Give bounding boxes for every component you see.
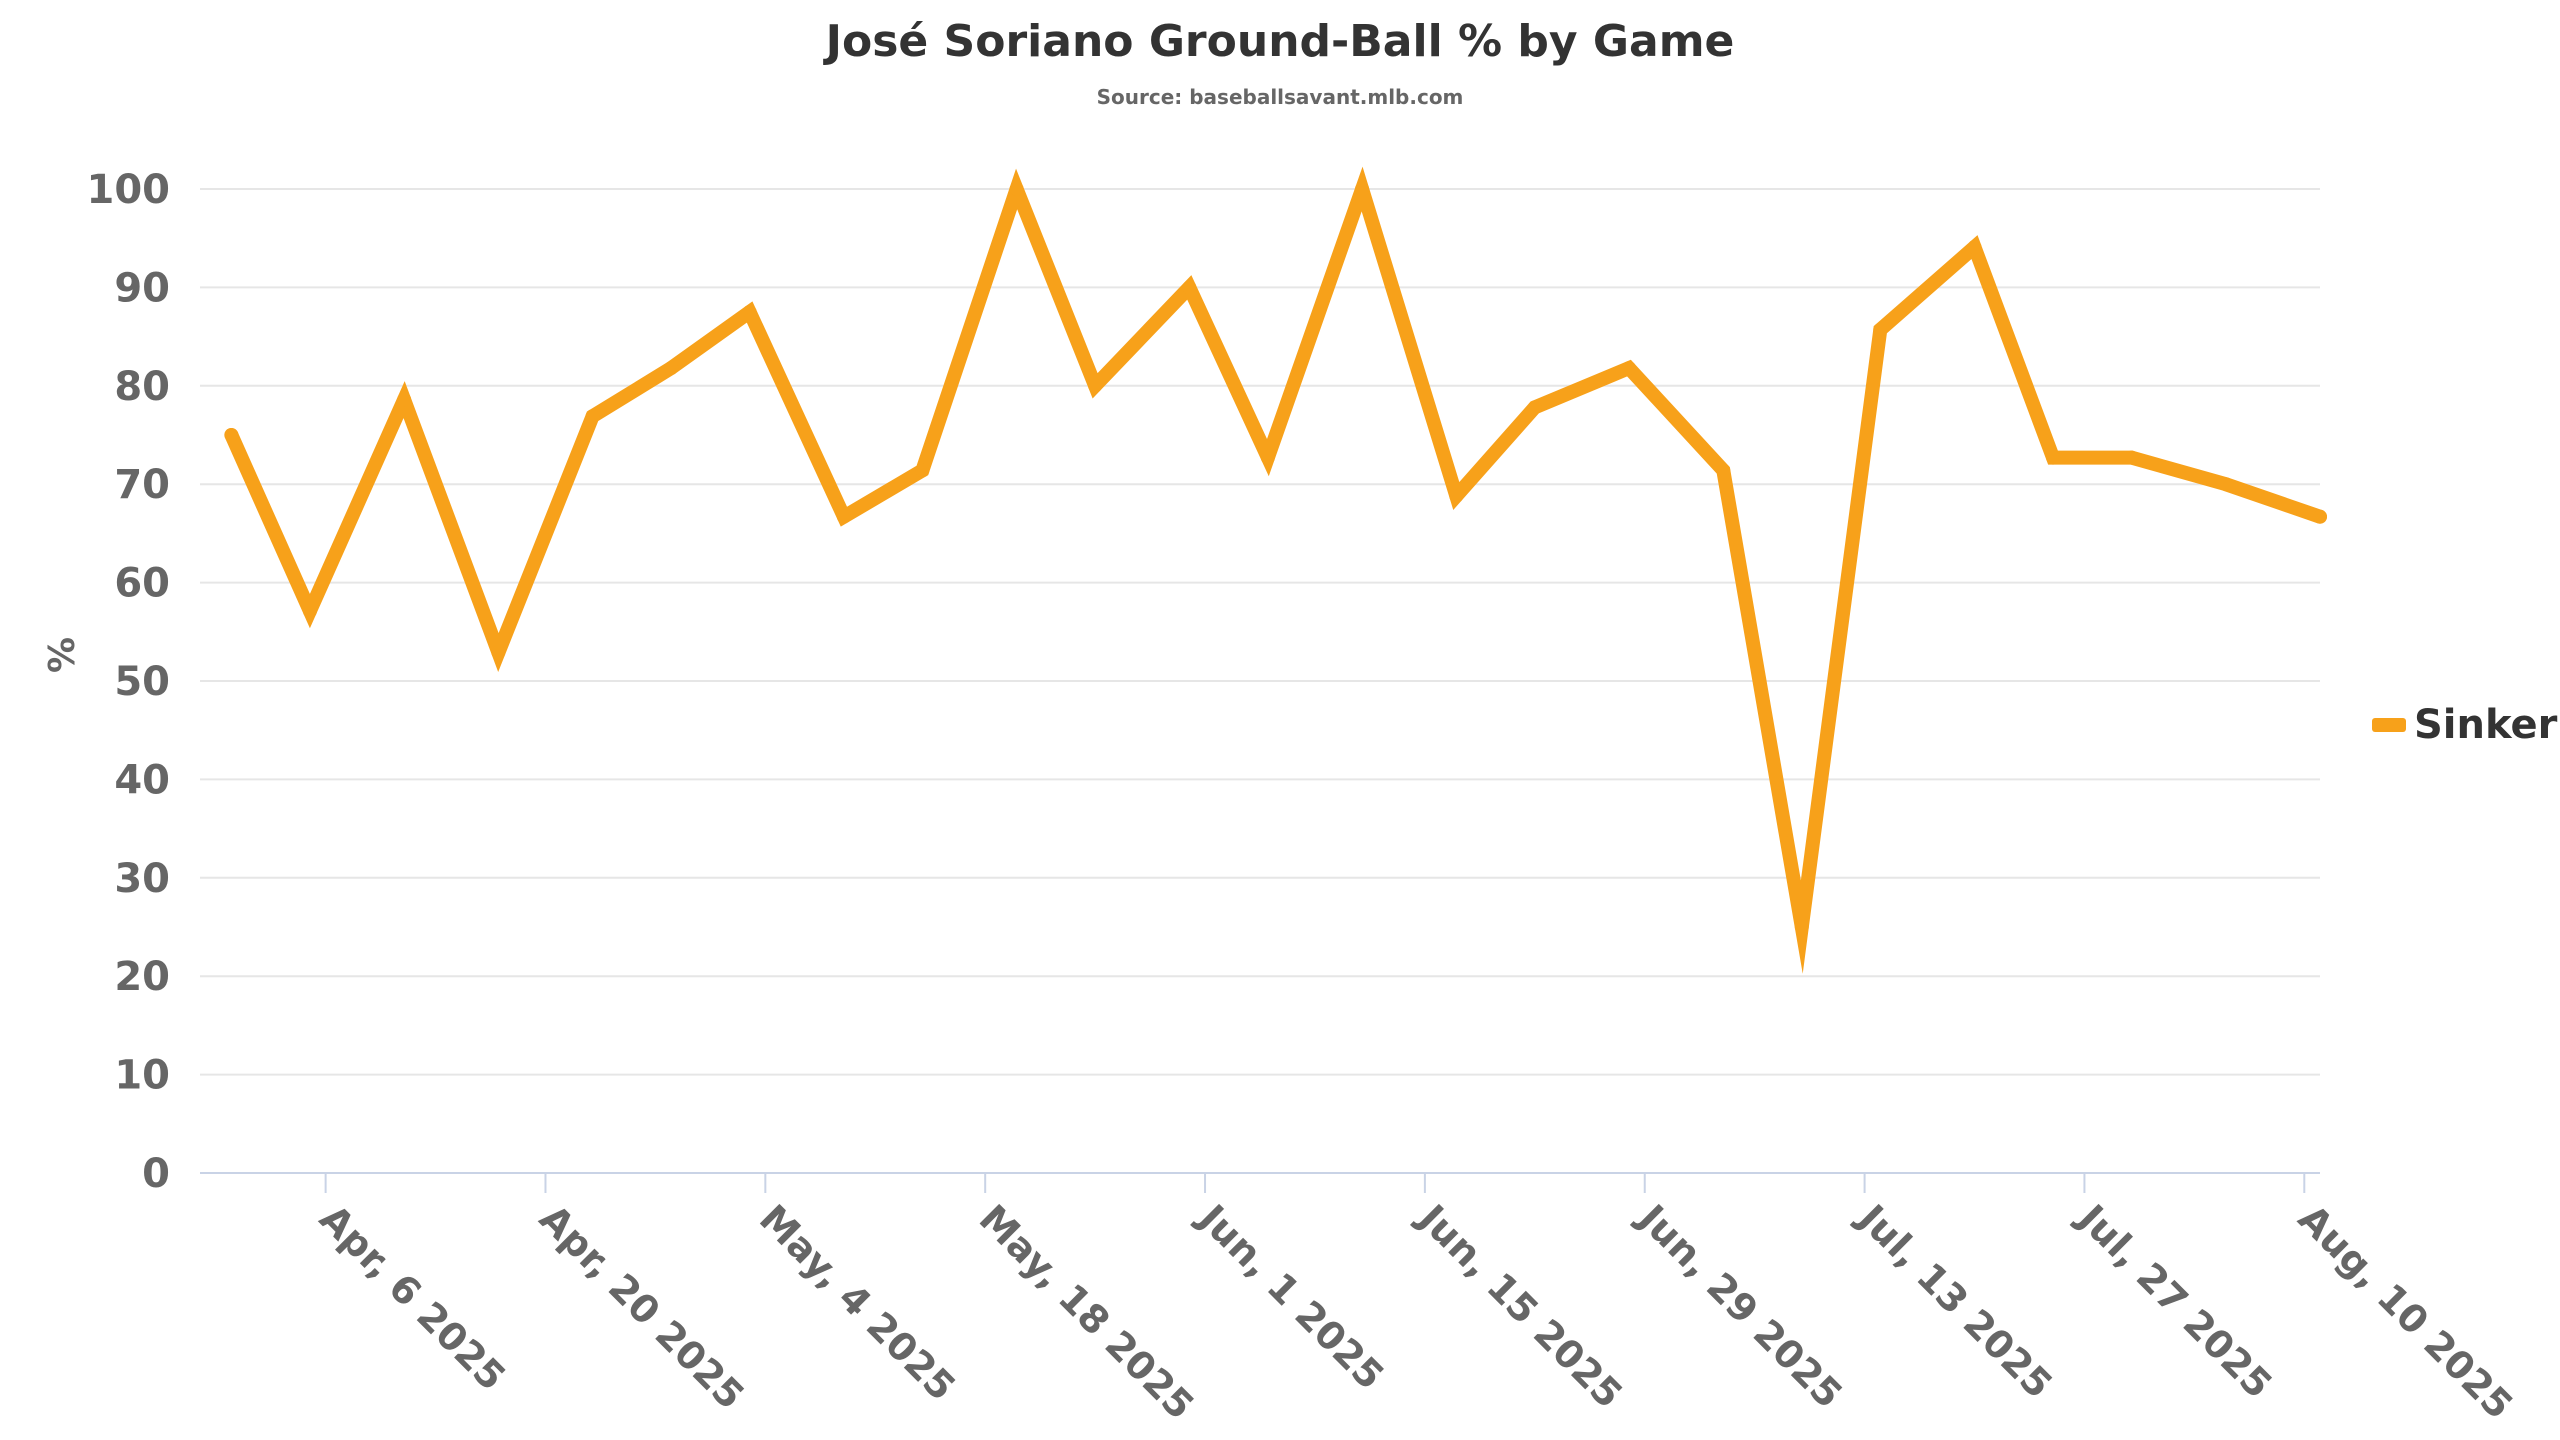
x-tick-label: Jul, 13 2025 xyxy=(1848,1194,2061,1407)
legend[interactable]: Sinker xyxy=(2372,702,2558,748)
data-point[interactable] xyxy=(2046,450,2061,465)
x-tick-label: Jun, 15 2025 xyxy=(1408,1194,1631,1417)
series-line-sinker[interactable] xyxy=(224,166,2327,974)
y-axis-ticks: 0 10 20 30 40 50 60 70 80 90 100 xyxy=(87,167,171,1197)
y-tick-label: 20 xyxy=(114,954,170,1000)
y-tick-label: 10 xyxy=(114,1053,170,1099)
data-point[interactable] xyxy=(1009,182,1024,196)
legend-swatch-sinker xyxy=(2372,718,2406,732)
x-tick-label: Jun, 29 2025 xyxy=(1628,1194,1851,1417)
x-tick-label: May, 4 2025 xyxy=(751,1196,964,1409)
y-tick-label: 100 xyxy=(87,167,171,213)
x-tick-label: Aug, 10 2025 xyxy=(2290,1196,2521,1427)
data-point[interactable] xyxy=(1967,240,1982,255)
data-point[interactable] xyxy=(1088,378,1103,393)
data-point[interactable] xyxy=(1622,361,1637,376)
y-tick-label: 80 xyxy=(114,364,170,410)
y-axis-title: % xyxy=(42,637,83,673)
data-point[interactable] xyxy=(224,428,239,442)
data-point[interactable] xyxy=(2313,509,2327,524)
data-point[interactable] xyxy=(2218,477,2233,492)
legend-label-sinker: Sinker xyxy=(2414,702,2558,748)
series-layer xyxy=(224,166,2327,974)
chart-subtitle: Source: baseballsavant.mlb.com xyxy=(1097,85,1464,109)
x-tick-label: Apr, 20 2025 xyxy=(531,1196,753,1418)
x-tick-label: Jul, 27 2025 xyxy=(2068,1194,2281,1407)
data-point[interactable] xyxy=(1260,450,1275,465)
data-point[interactable] xyxy=(491,645,506,660)
data-point[interactable] xyxy=(836,509,851,524)
x-tick-label: Apr, 6 2025 xyxy=(311,1196,514,1399)
data-point[interactable] xyxy=(302,604,317,619)
data-point[interactable] xyxy=(915,463,930,478)
data-point[interactable] xyxy=(664,361,679,376)
y-tick-label: 60 xyxy=(114,561,170,607)
y-tick-label: 30 xyxy=(114,856,170,902)
data-point[interactable] xyxy=(1794,920,1809,934)
y-tick-label: 70 xyxy=(114,462,170,508)
data-point[interactable] xyxy=(2124,450,2139,465)
x-tick-label: Jun, 1 2025 xyxy=(1189,1194,1393,1398)
data-point[interactable] xyxy=(742,305,757,319)
y-tick-label: 90 xyxy=(114,265,170,311)
data-point[interactable] xyxy=(1716,463,1731,478)
data-point[interactable] xyxy=(1449,489,1464,504)
x-tick-label: May, 18 2025 xyxy=(971,1196,1203,1428)
data-point[interactable] xyxy=(1355,182,1370,196)
data-point[interactable] xyxy=(1182,280,1197,295)
y-tick-label: 50 xyxy=(114,659,170,705)
chart-title: José Soriano Ground-Ball % by Game xyxy=(823,16,1735,67)
data-point[interactable] xyxy=(1527,400,1542,415)
data-point[interactable] xyxy=(1873,322,1888,337)
y-tick-label: 0 xyxy=(142,1151,170,1197)
y-tick-label: 40 xyxy=(114,757,170,803)
data-point[interactable] xyxy=(585,409,600,424)
gridlines xyxy=(200,188,2320,1174)
data-point[interactable] xyxy=(397,392,412,407)
